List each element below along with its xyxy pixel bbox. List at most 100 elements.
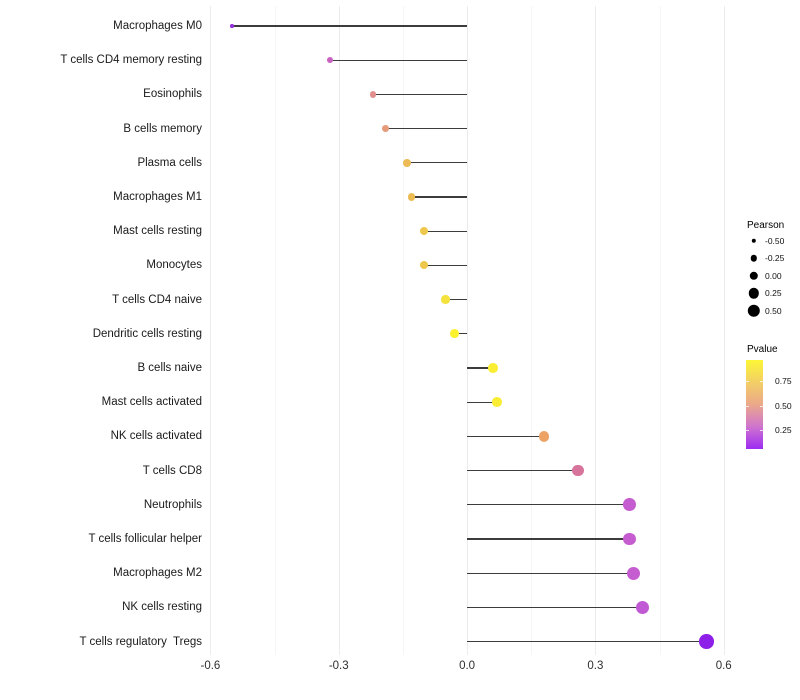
lollipop-stem <box>385 127 468 130</box>
lollipop-stem <box>467 538 630 540</box>
lollipop-dot <box>420 261 429 270</box>
x-axis: -0.6 -0.3 0.0 0.3 0.6 <box>0 659 800 677</box>
lollipop-dot <box>627 566 641 580</box>
lollipop-dot <box>449 329 459 339</box>
lollipop-dot <box>403 159 411 167</box>
x-tick-label: 0.6 <box>715 660 732 672</box>
legend-pearson-size: Pearson -0.50 -0.25 0.00 0.25 0.50 <box>740 219 800 320</box>
y-axis-labels: Macrophages M0 T cells CD4 memory resting… <box>0 0 202 700</box>
lollipop-stem <box>330 59 468 61</box>
lollipop-dot <box>623 532 637 546</box>
category-label: B cells naive <box>137 362 202 374</box>
x-tick-label: -0.6 <box>200 660 221 672</box>
lollipop-stem <box>231 25 468 27</box>
pvalue-gradient-bar: 0.75 0.50 0.25 <box>746 360 792 449</box>
category-label: Mast cells resting <box>113 225 202 238</box>
gridline-minor <box>531 6 533 655</box>
lollipop-stem <box>407 162 468 164</box>
gridline-minor <box>659 6 661 655</box>
legend-pvalue-title: Pvalue <box>747 344 778 355</box>
category-label: T cells follicular helper <box>88 533 202 545</box>
gridline-major <box>467 6 469 655</box>
category-label: Dendritic cells resting <box>92 327 202 340</box>
gradient-tick-label: 0.75 <box>775 376 792 387</box>
category-label: T cells CD8 <box>142 464 202 477</box>
lollipop-dot <box>635 600 649 614</box>
plot-panel <box>207 6 731 655</box>
lollipop-stem <box>424 264 468 267</box>
lollipop-dot <box>623 498 637 512</box>
lollipop-stem <box>467 469 579 472</box>
lollipop-stem <box>454 333 468 335</box>
gradient-tick-mark <box>760 406 763 408</box>
category-label: Monocytes <box>146 259 202 272</box>
lollipop-dot <box>407 193 416 201</box>
lollipop-stem <box>467 640 707 643</box>
lollipop-dot <box>538 431 550 442</box>
legend-size-dot <box>748 288 760 299</box>
gridline-major <box>595 6 597 655</box>
category-label: NK cells resting <box>122 601 202 614</box>
legend-pearson-entries: -0.50 -0.25 0.00 0.25 0.50 <box>740 232 800 320</box>
lollipop-stem <box>467 367 493 369</box>
category-label: Neutrophils <box>143 498 202 511</box>
gradient-tick-mark <box>746 406 749 408</box>
legend-size-entry: 0.50 <box>740 302 800 320</box>
legend-size-dot <box>750 255 758 262</box>
lollipop-dot <box>382 125 390 133</box>
lollipop-stem <box>467 504 630 506</box>
legend-pearson-title: Pearson <box>747 220 785 231</box>
category-label: Macrophages M0 <box>113 20 202 32</box>
category-label: T cells regulatory Tregs <box>79 635 202 648</box>
category-label: B cells memory <box>123 122 202 135</box>
legend-size-dot <box>751 238 757 243</box>
lollipop-stem <box>467 606 643 609</box>
lollipop-stem <box>372 93 468 96</box>
lollipop-dot <box>441 295 450 304</box>
gradient-tick-mark <box>760 381 763 383</box>
gridline-minor <box>402 6 404 655</box>
gridline-minor <box>274 6 276 655</box>
x-tick-label: 0.3 <box>587 660 604 672</box>
legend-size-dot <box>749 271 759 280</box>
legend-size-label: 0.25 <box>765 288 782 299</box>
gradient-tick-mark <box>746 430 749 432</box>
lollipop-dot <box>487 363 498 373</box>
gradient-tick-mark <box>760 430 763 432</box>
gradient-tick-mark <box>746 381 749 383</box>
category-label: Mast cells activated <box>101 396 202 409</box>
lollipop-dot <box>369 91 377 98</box>
lollipop-dot <box>492 397 502 408</box>
category-label: Macrophages M2 <box>113 567 202 580</box>
category-label: T cells CD4 naive <box>112 293 202 306</box>
gridline-major <box>723 6 725 655</box>
category-label: T cells CD4 memory resting <box>60 54 202 67</box>
legend-size-label: 0.50 <box>765 305 782 316</box>
lollipop-dot <box>572 464 585 477</box>
legend-size-entry: -0.25 <box>740 250 800 268</box>
lollipop-stem <box>467 401 497 403</box>
gradient-tick-label: 0.25 <box>775 425 792 436</box>
legend-size-label: -0.25 <box>765 253 785 264</box>
gridline-major <box>210 6 212 655</box>
lollipop-stem <box>467 435 545 438</box>
lollipop-stem <box>411 196 468 198</box>
lollipop-stem <box>424 230 468 232</box>
category-label: Macrophages M1 <box>113 191 202 203</box>
category-label: NK cells activated <box>110 430 202 443</box>
lollipop-dot <box>230 24 234 28</box>
legend-size-label: -0.50 <box>765 235 785 246</box>
lollipop-dot <box>327 57 334 64</box>
legend-pvalue-color: Pvalue 0.75 0.50 0.25 <box>740 343 800 449</box>
x-tick-label: -0.3 <box>328 660 349 672</box>
legend-size-entry: -0.50 <box>740 232 800 250</box>
legend-size-entry: 0.00 <box>740 267 800 285</box>
legend-size-entry: 0.25 <box>740 285 800 303</box>
legend-size-label: 0.00 <box>765 270 782 281</box>
lollipop-stem <box>445 298 468 301</box>
lollipop-dot <box>699 634 714 649</box>
lollipop-stem <box>467 572 634 574</box>
legend-size-dot <box>747 304 761 317</box>
gradient-tick-label: 0.50 <box>775 401 792 412</box>
